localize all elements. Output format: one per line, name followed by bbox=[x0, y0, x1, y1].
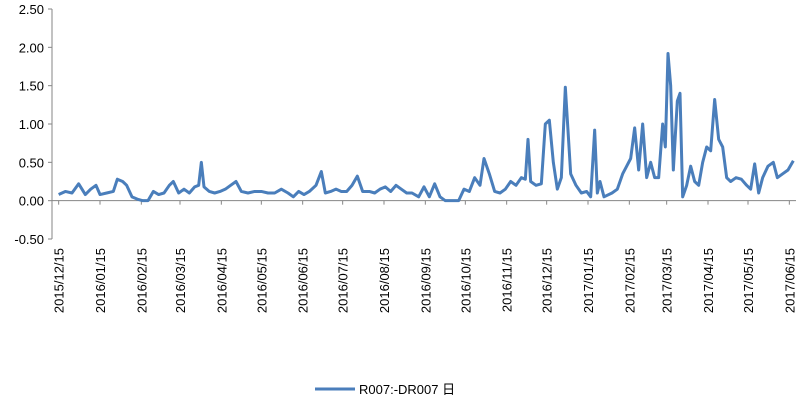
x-tick-label: 2016/12/15 bbox=[540, 248, 555, 313]
x-tick-label: 2016/07/15 bbox=[336, 248, 351, 313]
x-tick-label: 2017/01/15 bbox=[581, 248, 596, 313]
x-tick-label: 2017/03/15 bbox=[660, 248, 675, 313]
y-tick-label: 1.00 bbox=[19, 117, 44, 132]
x-tick-label: 2016/08/15 bbox=[377, 248, 392, 313]
y-tick-label: 2.00 bbox=[19, 40, 44, 55]
x-tick-label: 2015/12/15 bbox=[52, 248, 67, 313]
x-tick-label: 2017/04/15 bbox=[701, 248, 716, 313]
x-tick-label: 2016/03/15 bbox=[173, 248, 188, 313]
x-tick-label: 2017/06/15 bbox=[782, 248, 797, 313]
x-tick-label: 2016/06/15 bbox=[296, 248, 311, 313]
x-tick-label: 2017/05/15 bbox=[741, 248, 756, 313]
x-tick-label: 2016/10/15 bbox=[458, 248, 473, 313]
legend-label: R007:-DR007 日 bbox=[359, 382, 455, 397]
data-line bbox=[58, 51, 795, 203]
y-tick-label: 2.50 bbox=[19, 2, 44, 17]
y-tick-label: 1.50 bbox=[19, 79, 44, 94]
x-tick-label: 2016/11/15 bbox=[500, 248, 515, 312]
x-tick-label: 2016/01/15 bbox=[93, 248, 108, 313]
x-tick-label: 2016/05/15 bbox=[254, 248, 269, 313]
y-tick-label: -0.50 bbox=[14, 232, 44, 247]
x-tick-label: 2017/02/15 bbox=[622, 248, 637, 313]
x-tick-label: 2016/02/15 bbox=[134, 248, 149, 313]
y-tick-label: 0.00 bbox=[19, 194, 44, 209]
y-tick-label: 0.50 bbox=[19, 155, 44, 170]
x-tick-label: 2016/09/15 bbox=[418, 248, 433, 313]
x-tick-label: 2016/04/15 bbox=[214, 248, 229, 313]
